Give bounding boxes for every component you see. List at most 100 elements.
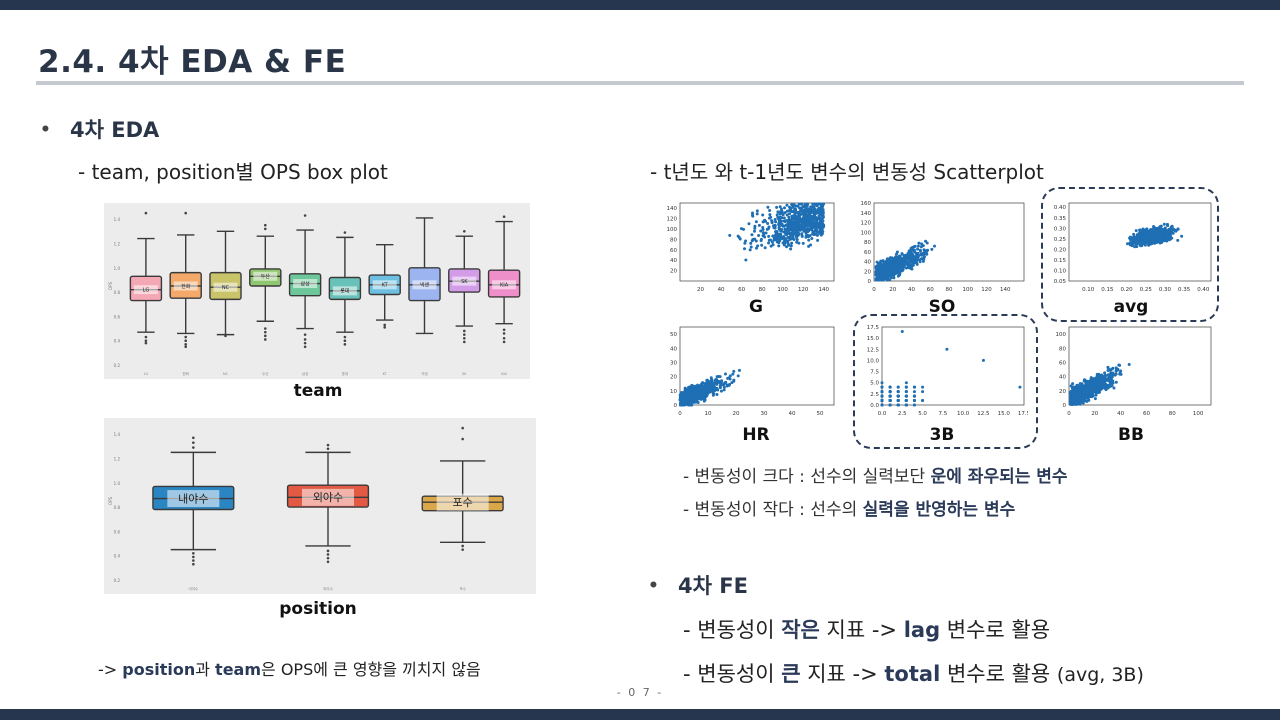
fe-line2-b: 큰 (781, 662, 801, 686)
box-outlier (192, 551, 195, 555)
scatter-point (1145, 227, 1149, 231)
scatter-point (709, 388, 713, 392)
scatter-point (901, 267, 905, 271)
scatter-point (1156, 237, 1160, 241)
y-tick-label: 120 (861, 221, 872, 227)
scatter-point (1103, 374, 1107, 378)
box-outlier (184, 345, 187, 349)
scatter-point (896, 403, 900, 407)
box-label: NC (222, 285, 230, 291)
scatter-point (815, 230, 819, 234)
scatter-point (1074, 395, 1078, 399)
y-tick-label: 0.05 (1054, 279, 1067, 285)
scatter-point (747, 222, 751, 226)
scatter-point (1163, 232, 1167, 236)
scatter-point (776, 210, 780, 214)
x-tick-label: 100 (1193, 411, 1204, 417)
scatter-point (709, 384, 713, 388)
box-outlier (461, 437, 464, 441)
scatter-point (1081, 393, 1085, 397)
scatter-point (912, 258, 916, 262)
scatter-point (811, 202, 815, 206)
scatter-point (918, 248, 922, 252)
scatter-point (697, 396, 701, 400)
x-tick-label: 140 (1000, 287, 1011, 293)
scatter-point (693, 384, 697, 388)
scatter-point (810, 221, 814, 225)
scatter-point (791, 205, 795, 209)
scatter-point (752, 229, 756, 233)
scatter-point (742, 227, 746, 231)
scatter-point (1078, 382, 1082, 386)
box-label-bg (133, 285, 158, 295)
scatter-point (1105, 378, 1109, 382)
fe-line2-d: total (884, 662, 941, 686)
box-label: 삼성 (300, 280, 309, 287)
scatter-point (896, 265, 900, 269)
scatter-point (1165, 222, 1169, 226)
x-tick-label: NC (223, 372, 229, 376)
y-tick-label: 15.0 (867, 336, 880, 342)
boxplot-subtitle: - team, position별 OPS box plot (78, 160, 388, 184)
scatter-point (761, 231, 765, 235)
scatter-point (1176, 227, 1180, 231)
scatter-point (800, 209, 804, 213)
scatter-point (1073, 400, 1077, 404)
y-tick-label: 12.5 (867, 347, 880, 353)
scatter-point (885, 257, 889, 261)
fe-line2-f: (avg, 3B) (1056, 664, 1144, 686)
scatter-point (1164, 237, 1168, 241)
scatter-point (681, 403, 685, 407)
scatter-point (783, 241, 787, 245)
scatter-point (719, 389, 723, 393)
bullet-dot: • (40, 120, 51, 140)
scatter-point (759, 237, 763, 241)
box-outlier (343, 335, 347, 339)
scatter-point (770, 240, 774, 244)
scatter-point (1141, 242, 1145, 246)
scatter-g: 20 40 60 80 100 120 140 20 40 60 80 100 120 140 (667, 202, 835, 293)
scatter-point (1134, 242, 1138, 246)
y-tick-label: 120 (667, 217, 678, 223)
x-tick-label: 80 (946, 287, 953, 293)
y-tick-label: 0.4 (114, 554, 121, 559)
scatter-point (768, 209, 772, 213)
scatter-point (1078, 393, 1082, 397)
scatter-point (1168, 236, 1172, 240)
box-outlier (192, 446, 195, 449)
scatter-point (919, 245, 923, 249)
scatter-point (760, 243, 764, 247)
scatter-point (881, 277, 885, 281)
scatter-point (892, 271, 896, 275)
y-tick-label: 20 (864, 269, 871, 275)
team-boxplot: 0.20.40.60.81.01.21.4OPSLGLG한화한화NCNC두산두산… (104, 203, 530, 379)
scatter-point (1166, 234, 1170, 238)
scatter-point (781, 213, 785, 217)
scatter-so-caption: SO (928, 297, 956, 317)
scatter-point (775, 205, 779, 209)
x-tick-label: 0 (1067, 411, 1071, 417)
scatter-point (779, 207, 783, 211)
scatter-point (817, 211, 821, 215)
x-tick-label: 40 (789, 411, 796, 417)
scatter-3b: 0.0 2.5 5.0 7.5 10.0 12.5 15.0 17.5 0.0 2.5 5.0 7.5… (867, 325, 1028, 417)
scatter-point (909, 246, 913, 250)
fe-line1-e: 변수로 활용 (940, 618, 1051, 642)
scatter-point (1018, 385, 1022, 389)
scatter-point (761, 225, 765, 229)
box-outlier (192, 555, 195, 559)
scatter-point (1096, 380, 1100, 384)
scatter-avg: 0.10 0.15 0.20 0.25 0.30 0.35 0.40 0.05 0.10 0.15… (1054, 202, 1212, 293)
scatter-point (1076, 383, 1080, 387)
scatter-point (803, 217, 807, 221)
scatter-point (897, 270, 901, 274)
scatter-point (764, 219, 768, 223)
scatter-point (783, 211, 787, 215)
scatter-point (714, 381, 718, 385)
scatter-point (1138, 243, 1142, 247)
scatter-point (820, 209, 824, 213)
scatter-point (1114, 380, 1118, 384)
